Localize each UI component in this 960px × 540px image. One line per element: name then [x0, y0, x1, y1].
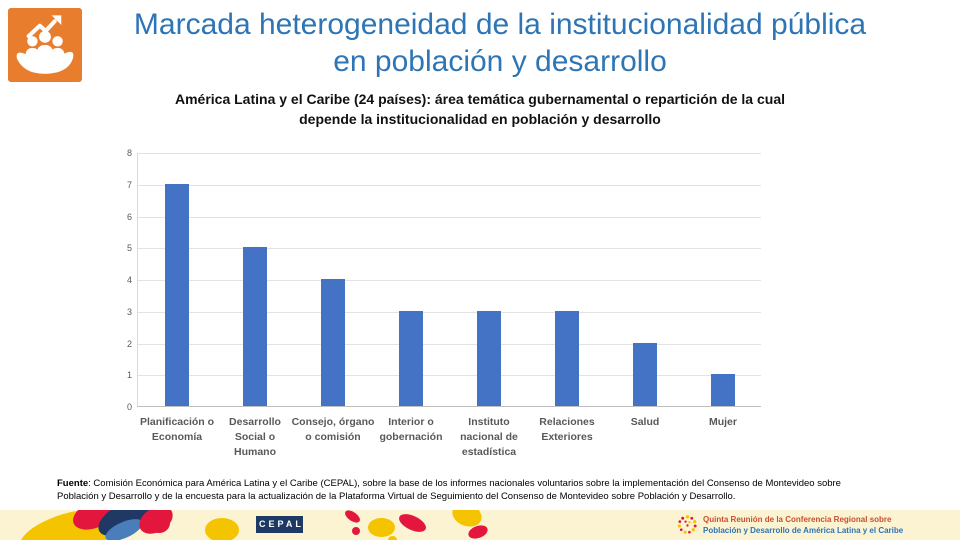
decor-shape — [205, 518, 239, 540]
decor-shape — [352, 527, 360, 535]
conference-logo-icon — [677, 515, 697, 534]
page-title-line2: en población y desarrollo — [333, 45, 667, 78]
bar-3 — [321, 279, 345, 406]
x-axis-label: Desarrollo Social o Humano — [229, 416, 281, 458]
gridline — [138, 280, 761, 281]
bar-8 — [711, 374, 735, 406]
decor-shape — [148, 513, 170, 533]
bar-1 — [165, 183, 189, 406]
decor-shape — [368, 518, 395, 537]
y-axis-tick: 2 — [126, 338, 132, 349]
chart-title: América Latina y el Caribe (24 países): … — [80, 89, 880, 129]
gridline — [138, 311, 761, 313]
chart-title-line1: América Latina y el Caribe (24 países): … — [174, 91, 785, 107]
conference-title-line1: Quinta Reunión de la Conferencia Regiona… — [703, 515, 892, 524]
x-axis-label: Instituto nacional de estadística — [460, 416, 518, 458]
page-title: Marcada heterogeneidad de la institucion… — [90, 6, 910, 80]
x-axis-label: Consejo, órgano o comisión — [291, 416, 375, 443]
source-note: Fuente: Comisión Económica para América … — [57, 478, 869, 503]
decor-shape — [342, 510, 363, 526]
plot-area: 0 1 2 3 4 5 6 7 8 Planificación o Economía Desarro… — [127, 148, 761, 458]
conference-title: Quinta Reunión de la Conferencia Regiona… — [703, 514, 903, 536]
cepal-logo: CEPAL — [256, 516, 303, 533]
x-axis-label: Interior o gobernación — [379, 416, 443, 443]
page-title-line1: Marcada heterogeneidad de la institucion… — [133, 8, 867, 41]
gridline — [138, 375, 761, 377]
y-axis-tick: 7 — [126, 179, 132, 190]
x-axis-label: Mujer — [708, 416, 737, 428]
x-axis-label: Salud — [630, 416, 660, 428]
source-label: Fuente — [57, 478, 89, 489]
gridline — [138, 153, 761, 154]
decor-shape — [396, 510, 429, 536]
bar-2 — [243, 247, 267, 406]
y-axis-tick: 8 — [126, 148, 132, 158]
bar-4 — [399, 310, 423, 406]
source-text: : Comisión Económica para América Latina… — [57, 478, 841, 502]
chart-title-line2: depende la institucionalidad en població… — [299, 111, 661, 127]
gridline — [138, 248, 761, 250]
footer-banner: CEPAL Quinta Reunión de la Conferencia — [0, 510, 960, 540]
y-axis-tick: 3 — [126, 306, 132, 317]
gridline — [138, 343, 761, 345]
x-axis-label: Relaciones Exteriores — [539, 416, 595, 443]
y-axis-tick: 0 — [126, 402, 132, 412]
gridline — [138, 184, 761, 186]
y-axis-tick: 6 — [126, 211, 132, 222]
bar-7 — [633, 342, 657, 406]
y-axis-tick: 4 — [126, 275, 132, 285]
conference-title-line2: Población y Desarrollo de América Latina… — [703, 526, 904, 535]
y-axis-tick: 1 — [126, 370, 132, 381]
gridline — [138, 216, 761, 218]
population-development-icon — [8, 8, 82, 82]
y-axis-tick: 5 — [126, 243, 132, 254]
bar-6 — [555, 310, 579, 406]
bar-5 — [477, 310, 501, 406]
decor-shape — [388, 536, 397, 540]
x-axis-label: Planificación o Economía — [139, 416, 215, 443]
